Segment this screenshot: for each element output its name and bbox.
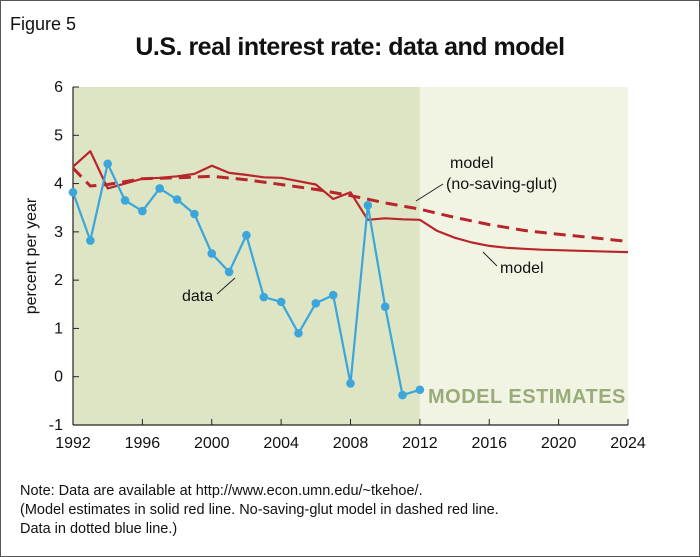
data-point bbox=[68, 187, 78, 197]
y-axis-label: percent per year bbox=[23, 197, 40, 314]
data-point bbox=[363, 201, 373, 210]
data-point bbox=[380, 302, 390, 312]
note-block: Note: Data are available at http://www.e… bbox=[20, 482, 499, 539]
data-point bbox=[224, 267, 234, 277]
shaded-region-2 bbox=[419, 87, 628, 425]
y-tick-label: 2 bbox=[54, 272, 63, 289]
model-estimates-label: MODEL ESTIMATES bbox=[428, 386, 626, 408]
y-tick-label: -1 bbox=[49, 417, 63, 434]
y-tick-label: 3 bbox=[54, 224, 63, 241]
data-point bbox=[242, 230, 251, 240]
x-tick-label: 2000 bbox=[194, 435, 230, 452]
data-point bbox=[190, 209, 199, 219]
data-point bbox=[415, 385, 425, 395]
data-point bbox=[259, 292, 269, 302]
y-tick-label: 0 bbox=[54, 369, 63, 386]
y-tick-label: 6 bbox=[54, 79, 63, 96]
x-tick-label: 2008 bbox=[333, 435, 369, 452]
chart-title: U.S. real interest rate: data and model bbox=[135, 33, 565, 61]
data-point bbox=[276, 297, 286, 307]
x-tick-label: 1992 bbox=[55, 435, 91, 452]
x-tick-label: 2012 bbox=[402, 435, 438, 452]
annotation-data-label: data bbox=[182, 288, 213, 305]
data-point bbox=[172, 195, 182, 204]
x-tick-label: 2004 bbox=[263, 435, 299, 452]
series-line-model bbox=[72, 150, 629, 254]
data-point bbox=[155, 184, 165, 193]
data-point bbox=[103, 159, 112, 169]
x-tick-label: 2020 bbox=[541, 435, 577, 452]
annotation-model-label: model bbox=[500, 260, 544, 277]
figure-label: Figure 5 bbox=[10, 14, 77, 34]
x-tick-label: 2024 bbox=[610, 435, 646, 452]
annotation-nsg-label-1: model bbox=[450, 155, 494, 172]
data-point bbox=[138, 206, 147, 216]
annotation-data-leader bbox=[216, 277, 236, 295]
note-line-1: Note: Data are available at http://www.e… bbox=[20, 483, 423, 499]
annotation-nsg-leader bbox=[415, 183, 444, 202]
data-point bbox=[311, 299, 321, 308]
data-point bbox=[207, 249, 217, 258]
data-point bbox=[398, 390, 407, 400]
annotation-model-leader bbox=[482, 251, 498, 267]
shaded-region-1 bbox=[73, 87, 420, 425]
y-tick-label: 4 bbox=[54, 176, 63, 193]
y-tick-label: 1 bbox=[54, 320, 63, 337]
annotation-nsg-label-2: (no-saving-glut) bbox=[446, 176, 557, 193]
data-point bbox=[120, 196, 130, 205]
x-tick-label: 1996 bbox=[125, 435, 161, 452]
note-line-3: Data in dotted blue line.) bbox=[20, 521, 178, 537]
x-tick-label: 2016 bbox=[471, 435, 507, 452]
data-point bbox=[294, 328, 303, 338]
y-tick-label: 5 bbox=[54, 127, 63, 144]
series-line-no-saving-glut bbox=[71, 167, 629, 243]
data-point bbox=[328, 290, 338, 300]
data-point bbox=[346, 379, 355, 388]
data-point bbox=[86, 236, 95, 245]
note-line-2: (Model estimates in solid red line. No-s… bbox=[20, 502, 499, 518]
